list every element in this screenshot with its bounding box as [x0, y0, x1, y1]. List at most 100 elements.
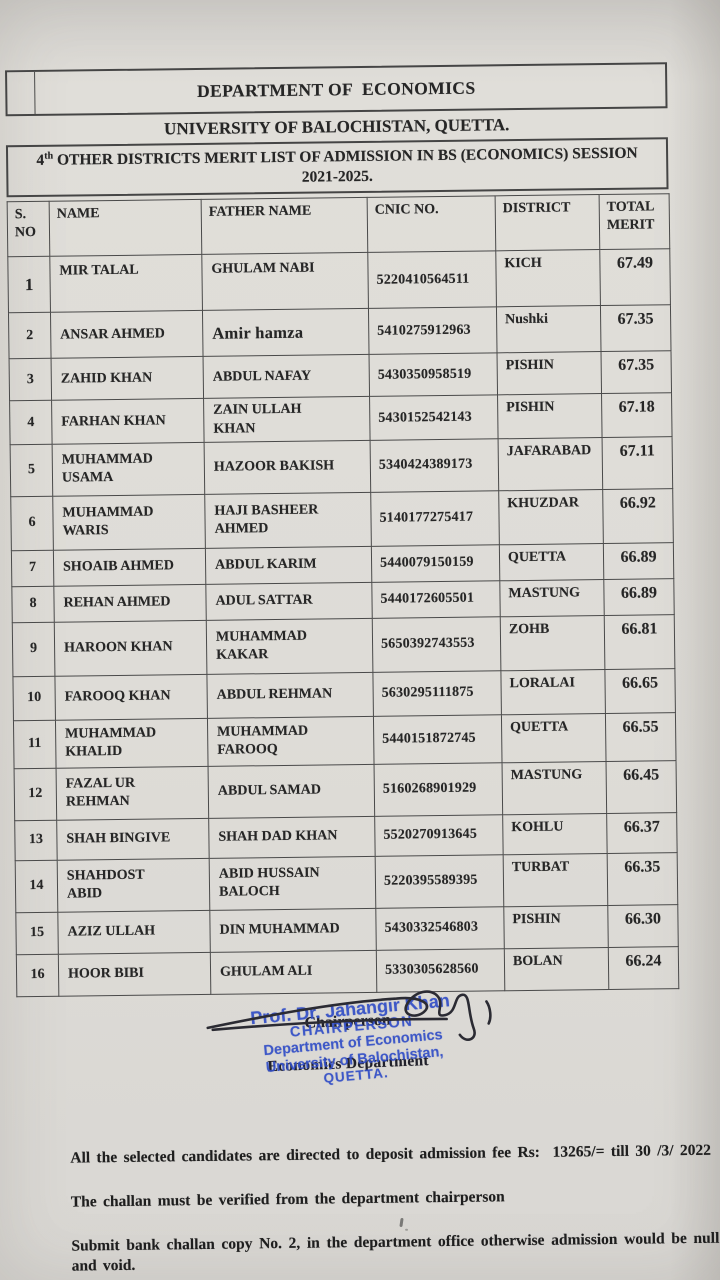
- cell-cnic: 5440172605501: [371, 580, 501, 619]
- cell-father-name: ABDUL REHMAN: [206, 672, 374, 719]
- merit-list-title-box: 4th OTHER DISTRICTS MERIT LIST OF ADMISS…: [5, 137, 669, 198]
- cell-total-merit: 66.55: [605, 712, 677, 762]
- cell-serial-no: 7: [11, 550, 54, 587]
- cell-name: FAROOQ KHAN: [54, 674, 208, 721]
- note-challan-submit: Submit bank challan copy No. 2, in the d…: [71, 1229, 720, 1275]
- table-row: 5 MUHAMMAD USAMA HAZOOR BAKISH 534042438…: [10, 436, 673, 497]
- cell-total-merit: 67.35: [601, 351, 672, 394]
- table-row: 11 MUHAMMAD KHALID MUHAMMAD FAROOQ 54401…: [13, 712, 677, 769]
- cell-cnic: 5220395589395: [375, 854, 504, 909]
- header-box-divider: [34, 71, 36, 114]
- chairperson-signature: [206, 990, 492, 1041]
- cell-cnic: 5430350958519: [369, 353, 498, 397]
- cell-serial-no: 14: [15, 860, 58, 913]
- cell-serial-no: 6: [10, 496, 54, 551]
- cell-name: AZIZ ULLAH: [57, 910, 211, 955]
- cell-district: PISHIN: [497, 351, 602, 396]
- cell-name: FARHAN KHAN: [51, 398, 205, 445]
- merit-list-title: 4th OTHER DISTRICTS MERIT LIST OF ADMISS…: [36, 144, 638, 170]
- signature-stamp-area: Chairperson Economics Department Prof. D…: [16, 990, 679, 1123]
- cell-serial-no: 1: [7, 256, 51, 314]
- table-row: 14 SHAHDOST ABID ABID HUSSAIN BALOCH 522…: [15, 852, 678, 913]
- cell-name: REHAN AHMED: [53, 584, 207, 623]
- cell-district: KOHLU: [502, 813, 608, 855]
- cell-total-merit: 67.35: [600, 305, 672, 352]
- cell-serial-no: 5: [10, 444, 53, 497]
- cell-total-merit: 66.65: [604, 668, 676, 714]
- cell-name: MUHAMMAD KHALID: [55, 718, 209, 769]
- cell-name: HAROON KHAN: [54, 620, 207, 677]
- cell-serial-no: 11: [13, 720, 57, 769]
- cell-father-name: ABID HUSSAIN BALOCH: [209, 856, 376, 911]
- cell-district: BOLAN: [504, 947, 609, 991]
- cell-father-name: HAJI BASHEER AHMED: [204, 492, 372, 549]
- header-district: DISTRICT: [495, 195, 600, 252]
- cell-cnic: 5630295111875: [372, 670, 502, 717]
- cell-total-merit: 66.30: [607, 904, 679, 948]
- footer-notes: All the selected candidates are directed…: [70, 1140, 720, 1276]
- cell-serial-no: 10: [12, 676, 56, 721]
- cell-serial-no: 12: [14, 768, 57, 821]
- cell-total-merit: 66.81: [604, 614, 675, 670]
- cell-cnic: 5520270913645: [374, 814, 504, 857]
- cell-father-name: HAZOOR BAKISH: [204, 440, 371, 495]
- cell-district: KHUZDAR: [498, 489, 604, 545]
- table-row: 9 HAROON KHAN MUHAMMAD KAKAR 56503927435…: [12, 614, 675, 677]
- header-row: S. NO NAME FATHER NAME CNIC NO. DISTRICT…: [7, 194, 670, 258]
- cell-district: KICH: [495, 249, 601, 308]
- cell-father-name: DIN MUHAMMAD: [209, 908, 377, 953]
- cell-name: SHOAIB AHMED: [53, 548, 206, 587]
- cell-district: TURBAT: [503, 853, 608, 907]
- cell-father-name: ZAIN ULLAH KHAN: [203, 396, 371, 443]
- cell-cnic: 5430332546803: [375, 906, 505, 951]
- cell-district: ZOHB: [500, 615, 605, 671]
- cell-name: FAZAL UR REHMAN: [56, 766, 209, 821]
- cell-total-merit: 67.18: [601, 393, 673, 438]
- cell-father-name: ABDUL SAMAD: [208, 764, 375, 819]
- university-title: UNIVERSITY OF BALOCHISTAN, QUETTA.: [163, 115, 510, 139]
- cell-father-name: MUHAMMAD FAROOQ: [207, 716, 375, 767]
- cell-cnic: 5140177275417: [370, 490, 500, 547]
- cell-serial-no: 8: [11, 586, 55, 623]
- cell-serial-no: 15: [15, 912, 59, 955]
- cell-total-merit: 67.11: [602, 436, 673, 490]
- cell-serial-no: 4: [9, 400, 53, 445]
- cell-district: PISHIN: [503, 905, 609, 949]
- cell-cnic: 5220410564511: [367, 251, 497, 309]
- cell-name: ANSAR AHMED: [50, 310, 204, 359]
- header-father-name: FATHER NAME: [201, 197, 368, 255]
- header-name: NAME: [49, 199, 202, 257]
- cell-cnic: 5440079150159: [371, 544, 500, 583]
- cell-total-merit: 67.49: [599, 249, 671, 306]
- cell-cnic: 5650392743553: [372, 616, 501, 673]
- cell-cnic: 5430152542143: [369, 395, 499, 441]
- cell-district: PISHIN: [497, 393, 603, 439]
- cell-district: QUETTA: [501, 713, 607, 763]
- cell-total-merit: 66.89: [603, 542, 674, 580]
- cell-father-name: ABDUL KARIM: [205, 546, 372, 585]
- header-serial-no: S. NO: [7, 201, 50, 258]
- cell-district: LORALAI: [500, 669, 606, 715]
- cell-name: HOOR BIBI: [58, 952, 211, 997]
- note-fee-deposit: All the selected candidates are directed…: [70, 1141, 712, 1167]
- cell-total-merit: 66.35: [607, 852, 678, 906]
- cell-cnic: 5410275912963: [368, 307, 498, 355]
- cell-serial-no: 9: [12, 622, 55, 677]
- cell-serial-no: 2: [8, 312, 52, 360]
- merit-list-sheet: DEPARTMENT OF ECONOMICS UNIVERSITY OF BA…: [5, 62, 680, 1123]
- cell-father-name: ABDUL NAFAY: [203, 354, 370, 399]
- cell-name: MUHAMMAD WARIS: [52, 494, 206, 551]
- cell-total-merit: 66.89: [603, 578, 675, 616]
- note-challan-verify: The challan must be verified from the de…: [70, 1188, 505, 1211]
- cell-name: ZAHID KHAN: [51, 356, 204, 401]
- cell-serial-no: 16: [16, 954, 59, 997]
- cell-district: QUETTA: [499, 543, 604, 581]
- cell-name: MUHAMMAD USAMA: [52, 442, 205, 497]
- cell-district: MASTUNG: [499, 579, 605, 617]
- cell-total-merit: 66.24: [608, 946, 679, 990]
- cell-father-name: Amir hamza: [202, 308, 370, 357]
- cell-total-merit: 66.45: [606, 760, 677, 814]
- merit-table-header: S. NO NAME FATHER NAME CNIC NO. DISTRICT…: [7, 194, 670, 258]
- cell-father-name: ADUL SATTAR: [205, 582, 373, 621]
